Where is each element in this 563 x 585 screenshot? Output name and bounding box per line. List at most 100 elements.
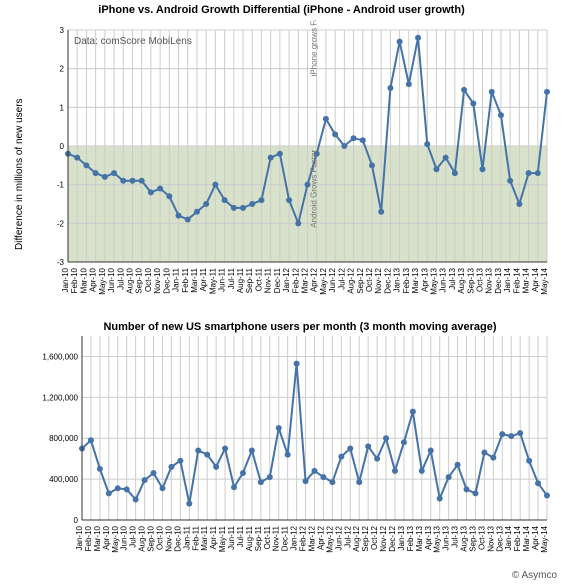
svg-text:Feb-10: Feb-10: [84, 525, 93, 551]
svg-text:2: 2: [60, 65, 65, 74]
svg-text:Android Grows Faster: Android Grows Faster: [310, 150, 319, 228]
svg-text:May-11: May-11: [218, 525, 227, 552]
svg-text:Aug-10: Aug-10: [138, 525, 147, 551]
svg-text:Jul-13: Jul-13: [451, 525, 460, 547]
svg-text:Nov-10: Nov-10: [164, 525, 173, 551]
svg-text:Mar-13: Mar-13: [415, 525, 424, 551]
svg-text:Aug-12: Aug-12: [352, 525, 361, 551]
svg-text:Mar-12: Mar-12: [308, 525, 317, 551]
svg-text:Jan-13: Jan-13: [397, 525, 406, 550]
svg-text:Nov-13: Nov-13: [485, 267, 494, 293]
svg-text:Oct-12: Oct-12: [370, 525, 379, 550]
svg-text:Apr-14: Apr-14: [531, 525, 540, 550]
svg-text:Feb-12: Feb-12: [291, 267, 300, 293]
svg-text:Dec-13: Dec-13: [494, 267, 503, 293]
svg-text:Aug-12: Aug-12: [347, 267, 356, 293]
svg-text:Mar-11: Mar-11: [200, 525, 209, 550]
svg-text:Sep-12: Sep-12: [361, 525, 370, 551]
svg-text:Apr-12: Apr-12: [316, 525, 325, 550]
svg-text:Apr-10: Apr-10: [89, 267, 98, 292]
svg-text:Jan-12: Jan-12: [290, 525, 299, 550]
svg-text:Sep-10: Sep-10: [147, 525, 156, 551]
svg-text:Dec-13: Dec-13: [495, 525, 504, 551]
svg-text:Jun-10: Jun-10: [107, 267, 116, 292]
top-ylabel: Difference in millions of new users: [14, 98, 25, 250]
svg-text:Oct-12: Oct-12: [365, 267, 374, 292]
svg-text:Jun-12: Jun-12: [334, 525, 343, 550]
svg-text:Jun-11: Jun-11: [218, 267, 227, 291]
svg-text:Apr-12: Apr-12: [310, 267, 319, 292]
svg-text:Jul-11: Jul-11: [227, 267, 236, 289]
svg-text:Jul-10: Jul-10: [116, 267, 125, 289]
svg-text:May-10: May-10: [98, 267, 107, 294]
svg-text:Feb-12: Feb-12: [299, 525, 308, 551]
svg-text:Feb-11: Feb-11: [191, 525, 200, 550]
svg-text:Mar-10: Mar-10: [93, 525, 102, 551]
top-chart: -3-2-10123Jan-10Feb-10Mar-10Apr-10May-10…: [40, 20, 555, 310]
svg-text:1: 1: [60, 103, 65, 112]
svg-text:Jul-13: Jul-13: [448, 267, 457, 289]
svg-text:Dec-10: Dec-10: [162, 267, 171, 293]
svg-text:May-11: May-11: [208, 267, 217, 294]
svg-text:Feb-10: Feb-10: [70, 267, 79, 293]
svg-text:Oct-11: Oct-11: [263, 525, 272, 549]
svg-text:Jun-13: Jun-13: [439, 267, 448, 292]
svg-text:Oct-13: Oct-13: [477, 525, 486, 550]
svg-text:Jan-10: Jan-10: [61, 267, 70, 292]
svg-text:Oct-10: Oct-10: [144, 267, 153, 292]
svg-text:Jun-13: Jun-13: [442, 525, 451, 550]
svg-text:Sep-11: Sep-11: [245, 267, 254, 293]
bottom-chart: 0400,000800,0001,200,0001,600,000Jan-10F…: [40, 318, 555, 568]
svg-text:Sep-13: Sep-13: [466, 267, 475, 293]
svg-text:3: 3: [60, 26, 65, 35]
svg-text:May-13: May-13: [429, 267, 438, 294]
svg-text:Jan-11: Jan-11: [182, 525, 191, 549]
svg-text:May-12: May-12: [325, 525, 334, 552]
svg-text:Dec-10: Dec-10: [173, 525, 182, 551]
svg-text:Nov-13: Nov-13: [486, 525, 495, 551]
svg-text:0: 0: [60, 142, 65, 151]
svg-text:Feb-14: Feb-14: [512, 267, 521, 293]
svg-text:Mar-13: Mar-13: [411, 267, 420, 293]
svg-text:May-13: May-13: [433, 525, 442, 552]
svg-text:Jan-13: Jan-13: [393, 267, 402, 292]
svg-text:0: 0: [74, 516, 79, 525]
svg-text:Apr-11: Apr-11: [199, 267, 208, 291]
svg-text:Oct-11: Oct-11: [254, 267, 263, 291]
svg-text:Jun-10: Jun-10: [120, 525, 129, 550]
svg-text:Sep-10: Sep-10: [135, 267, 144, 293]
svg-text:1,200,000: 1,200,000: [42, 393, 78, 402]
svg-text:Aug-11: Aug-11: [245, 525, 254, 551]
page: iPhone vs. Android Growth Differential (…: [0, 0, 563, 585]
svg-text:Nov-10: Nov-10: [153, 267, 162, 293]
svg-text:Dec-11: Dec-11: [273, 267, 282, 293]
svg-text:-2: -2: [57, 219, 65, 228]
svg-text:1,600,000: 1,600,000: [42, 352, 78, 361]
svg-text:May-12: May-12: [319, 267, 328, 294]
svg-text:Apr-13: Apr-13: [420, 267, 429, 292]
svg-text:May-14: May-14: [540, 525, 549, 552]
svg-text:Mar-14: Mar-14: [522, 525, 531, 551]
svg-text:May-10: May-10: [111, 525, 120, 552]
svg-text:Aug-13: Aug-13: [460, 525, 469, 551]
svg-text:Jul-12: Jul-12: [343, 525, 352, 547]
svg-text:Jan-14: Jan-14: [504, 525, 513, 550]
svg-text:Apr-11: Apr-11: [209, 525, 218, 549]
svg-text:Dec-11: Dec-11: [281, 525, 290, 551]
svg-text:Feb-14: Feb-14: [513, 525, 522, 551]
svg-text:Data: comScore MobiLens: Data: comScore MobiLens: [74, 36, 192, 47]
svg-text:Sep-13: Sep-13: [468, 525, 477, 551]
svg-text:Dec-12: Dec-12: [383, 267, 392, 293]
top-chart-title: iPhone vs. Android Growth Differential (…: [0, 4, 563, 16]
svg-text:Nov-12: Nov-12: [379, 525, 388, 551]
svg-text:Jun-11: Jun-11: [227, 525, 236, 549]
svg-text:Apr-14: Apr-14: [531, 267, 540, 292]
svg-text:-1: -1: [57, 181, 65, 190]
svg-text:Jan-10: Jan-10: [75, 525, 84, 550]
svg-text:Aug-10: Aug-10: [125, 267, 134, 293]
svg-text:Oct-10: Oct-10: [155, 525, 164, 550]
svg-text:Jul-10: Jul-10: [129, 525, 138, 547]
svg-text:Mar-10: Mar-10: [79, 267, 88, 293]
svg-text:Nov-11: Nov-11: [272, 525, 281, 551]
svg-text:Apr-10: Apr-10: [102, 525, 111, 550]
